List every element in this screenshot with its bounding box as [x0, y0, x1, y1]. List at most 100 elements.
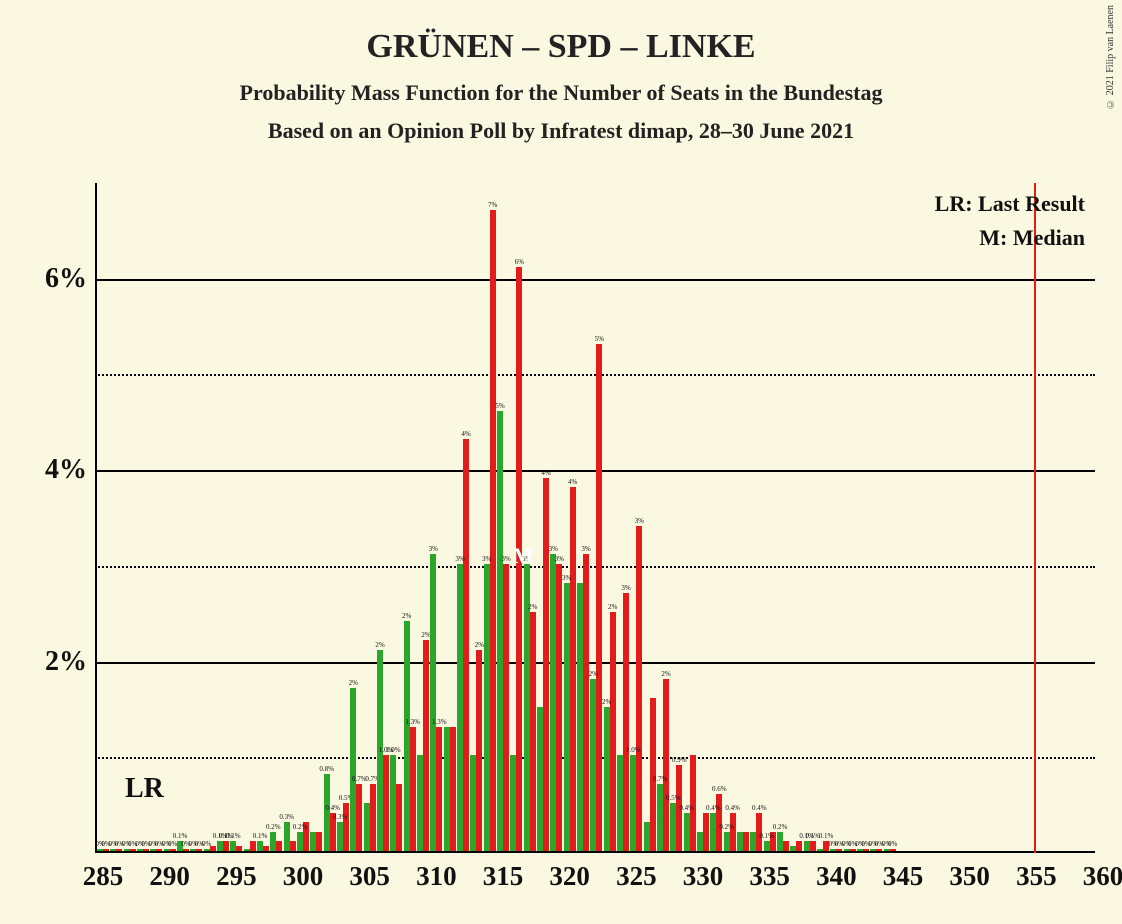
y-axis	[95, 183, 97, 853]
bar-value-label: 0.1%	[226, 832, 241, 840]
x-axis-tick-label: 315	[483, 861, 524, 892]
bar-red	[250, 841, 256, 851]
bar-value-label: 1.3%	[432, 718, 447, 726]
bar-value-label: 1.3%	[405, 718, 420, 726]
y-axis-tick-label: 4%	[45, 454, 87, 486]
x-axis-tick-label: 345	[883, 861, 924, 892]
legend-m: M: Median	[979, 225, 1085, 251]
bar-value-label: 3%	[635, 517, 644, 525]
bar-value-label: 2%	[602, 698, 611, 706]
x-axis-tick-label: 300	[283, 861, 324, 892]
bar-value-label: 2%	[661, 670, 670, 678]
chart-subtitle-1: Probability Mass Function for the Number…	[0, 66, 1122, 106]
bar-red	[356, 784, 362, 851]
bar-red	[743, 832, 749, 851]
bar-red	[410, 727, 416, 851]
gridline-major	[95, 662, 1095, 664]
x-axis-tick-label: 330	[683, 861, 724, 892]
x-axis-tick-label: 340	[816, 861, 857, 892]
bar-red	[623, 593, 629, 851]
copyright-text: © 2021 Filip van Laenen	[1105, 5, 1116, 109]
bar-red	[490, 210, 496, 851]
x-axis-tick-label: 335	[749, 861, 790, 892]
bar-value-label: 0.4%	[325, 804, 340, 812]
median-marker-label: M	[513, 543, 534, 569]
x-axis-tick-label: 310	[416, 861, 457, 892]
bar-red	[730, 813, 736, 851]
bar-value-label: 0.1%	[253, 832, 268, 840]
bar-value-label: 3%	[549, 545, 558, 553]
bar-value-label: 2%	[528, 603, 537, 611]
bar-red	[610, 612, 616, 851]
bar-value-label: 0.1%	[759, 832, 774, 840]
bar-value-label: 0.7%	[653, 775, 668, 783]
bar-value-label: 1.0%	[626, 746, 641, 754]
bar-value-label: 2%	[402, 612, 411, 620]
bar-value-label: 0%	[202, 840, 211, 848]
bar-red	[636, 526, 642, 851]
bar-value-label: 0.2%	[293, 823, 308, 831]
x-axis-tick-label: 350	[949, 861, 990, 892]
bar-value-label: 0.2%	[266, 823, 281, 831]
x-axis-tick-label: 285	[83, 861, 124, 892]
bar-value-label: 0.2%	[719, 823, 734, 831]
bar-red	[276, 841, 282, 851]
bar-red	[343, 803, 349, 851]
bar-value-label: 2%	[589, 670, 598, 678]
bar-red	[570, 487, 576, 851]
bar-red	[370, 784, 376, 851]
bar-value-label: 5%	[495, 402, 504, 410]
bar-value-label: 0.8%	[319, 765, 334, 773]
bar-value-label: 0.4%	[679, 804, 694, 812]
bar-red	[450, 727, 456, 851]
bar-red	[503, 564, 509, 851]
bar-red	[596, 344, 602, 851]
bar-red	[583, 554, 589, 851]
bar-red	[530, 612, 536, 851]
bar-red	[703, 813, 709, 851]
chart-title: GRÜNEN – SPD – LINKE	[0, 0, 1122, 66]
x-axis	[95, 851, 1095, 853]
bar-value-label: 4%	[461, 430, 470, 438]
bar-value-label: 5%	[595, 335, 604, 343]
bar-value-label: 4%	[568, 478, 577, 486]
bar-value-label: 3%	[501, 555, 510, 563]
bar-red	[223, 841, 229, 851]
bar-value-label: 3%	[482, 555, 491, 563]
bar-red	[436, 727, 442, 851]
bar-value-label: 0.6%	[712, 785, 727, 793]
bar-value-label: 2%	[475, 641, 484, 649]
bar-red	[663, 679, 669, 851]
legend-lr: LR: Last Result	[935, 191, 1085, 217]
bar-value-label: 0%	[168, 840, 177, 848]
bar-value-label: 2%	[349, 679, 358, 687]
bar-red	[383, 755, 389, 851]
bar-red	[316, 832, 322, 851]
bar-value-label: 0.3%	[333, 813, 348, 821]
bar-value-label: 4%	[541, 469, 550, 477]
gridline-minor	[95, 566, 1095, 568]
bar-red	[783, 841, 789, 851]
bar-value-label: 2%	[375, 641, 384, 649]
bar-value-label: 0.2%	[773, 823, 788, 831]
bar-red	[290, 841, 296, 851]
x-axis-tick-label: 295	[216, 861, 257, 892]
bar-value-label: 3%	[555, 555, 564, 563]
bar-value-label: 3%	[562, 574, 571, 582]
y-axis-tick-label: 2%	[45, 646, 87, 678]
gridline-major	[95, 470, 1095, 472]
chart-plot-area: 2%4%6%0%0%0%0%0%0%0%0%0%0%0%0%0.1%0%0%0%…	[95, 183, 1095, 853]
bar-red	[423, 640, 429, 851]
lr-marker-label: LR	[125, 773, 164, 805]
gridline-major	[95, 279, 1095, 281]
x-axis-tick-label: 320	[549, 861, 590, 892]
chart-subtitle-2: Based on an Opinion Poll by Infratest di…	[0, 106, 1122, 144]
bar-value-label: 0.5%	[666, 794, 681, 802]
bar-red	[543, 478, 549, 851]
x-axis-tick-label: 290	[149, 861, 190, 892]
bar-value-label: 2%	[608, 603, 617, 611]
gridline-minor	[95, 374, 1095, 376]
x-axis-tick-label: 355	[1016, 861, 1057, 892]
bar-value-label: 3%	[429, 545, 438, 553]
bar-value-label: 0.3%	[279, 813, 294, 821]
